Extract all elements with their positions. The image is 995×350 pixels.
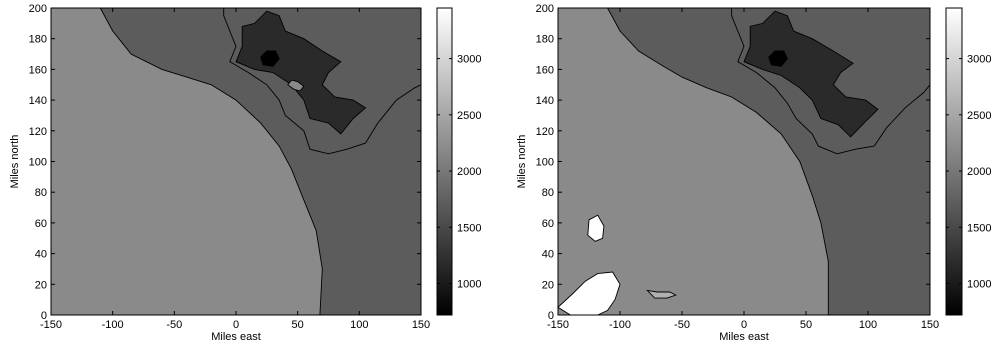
colorbar	[945, 7, 963, 316]
y-tick-label: 80	[542, 187, 554, 199]
colorbar-tick-label: 1000	[967, 279, 991, 291]
y-tick-label: 180	[536, 34, 554, 46]
y-tick-label: 160	[29, 64, 47, 76]
contour-region-9	[646, 289, 677, 299]
x-tick-label: -150	[547, 319, 569, 331]
y-tick-label: 40	[35, 249, 47, 261]
contour-region-6	[768, 50, 788, 67]
y-tick-label: 80	[35, 187, 47, 199]
x-tick-label: -50	[166, 319, 182, 331]
contour-region-3	[558, 8, 829, 315]
x-tick-label: 150	[412, 319, 430, 331]
y-tick-label: 120	[536, 126, 554, 138]
colorbar-tick-label: 1500	[967, 222, 991, 234]
contour-region-7	[287, 79, 305, 92]
chart-panel-2: -150 -100 -50 0 50 100 15002040608010012014016…	[516, 3, 991, 343]
y-tick-label: 200	[29, 3, 47, 15]
x-tick-label: -100	[609, 319, 631, 331]
colorbar	[436, 7, 453, 316]
contour-region-8	[558, 271, 621, 315]
colorbar-tick-label: 1500	[457, 222, 481, 234]
y-tick-label: 0	[548, 310, 554, 322]
contour-region-5	[235, 10, 367, 135]
x-tick-label: 100	[350, 319, 368, 331]
y-tick-label: 40	[542, 249, 554, 261]
y-axis-label: Miles north	[516, 135, 528, 189]
x-tick-label: -50	[674, 319, 690, 331]
contour-region-6	[260, 50, 280, 67]
y-axis-label: Miles north	[9, 135, 21, 189]
colorbar-tick-label: 2500	[967, 110, 991, 122]
contour-fills	[558, 8, 930, 315]
contour-region-3	[51, 8, 323, 315]
y-tick-label: 100	[29, 157, 47, 169]
y-tick-label: 60	[542, 218, 554, 230]
x-tick-label: 0	[233, 319, 239, 331]
y-tick-label: 60	[35, 218, 47, 230]
x-axis-label: Miles east	[211, 331, 261, 343]
x-tick-label: 50	[292, 319, 304, 331]
colorbar-tick-label: 2000	[967, 166, 991, 178]
colorbar-tick-label: 2500	[457, 110, 481, 122]
y-tick-label: 0	[41, 310, 47, 322]
x-tick-label: 150	[921, 319, 939, 331]
x-tick-label: 0	[741, 319, 747, 331]
y-tick-label: 140	[536, 95, 554, 107]
colorbar-tick-label: 3000	[457, 54, 481, 66]
x-tick-label: 50	[800, 319, 812, 331]
x-tick-label: 100	[859, 319, 877, 331]
x-tick-label: -100	[102, 319, 124, 331]
colorbar-tick-label: 2000	[457, 166, 481, 178]
contour-fills	[51, 8, 421, 315]
y-tick-label: 20	[542, 279, 554, 291]
colorbar-tick-label: 1000	[457, 279, 481, 291]
x-tick-label: -150	[40, 319, 62, 331]
y-tick-label: 20	[35, 279, 47, 291]
y-tick-label: 180	[29, 34, 47, 46]
y-tick-label: 100	[536, 157, 554, 169]
y-tick-label: 200	[536, 3, 554, 15]
contour-region-7	[587, 214, 605, 242]
colorbar-tick-label: 3000	[967, 54, 991, 66]
y-tick-label: 140	[29, 95, 47, 107]
y-tick-label: 160	[536, 64, 554, 76]
x-axis-label: Miles east	[719, 331, 769, 343]
y-tick-label: 120	[29, 126, 47, 138]
chart-panel-1: -150 -100 -50 0 50 100 15002040608010012014016…	[9, 3, 481, 343]
contour-region-5	[743, 10, 879, 138]
